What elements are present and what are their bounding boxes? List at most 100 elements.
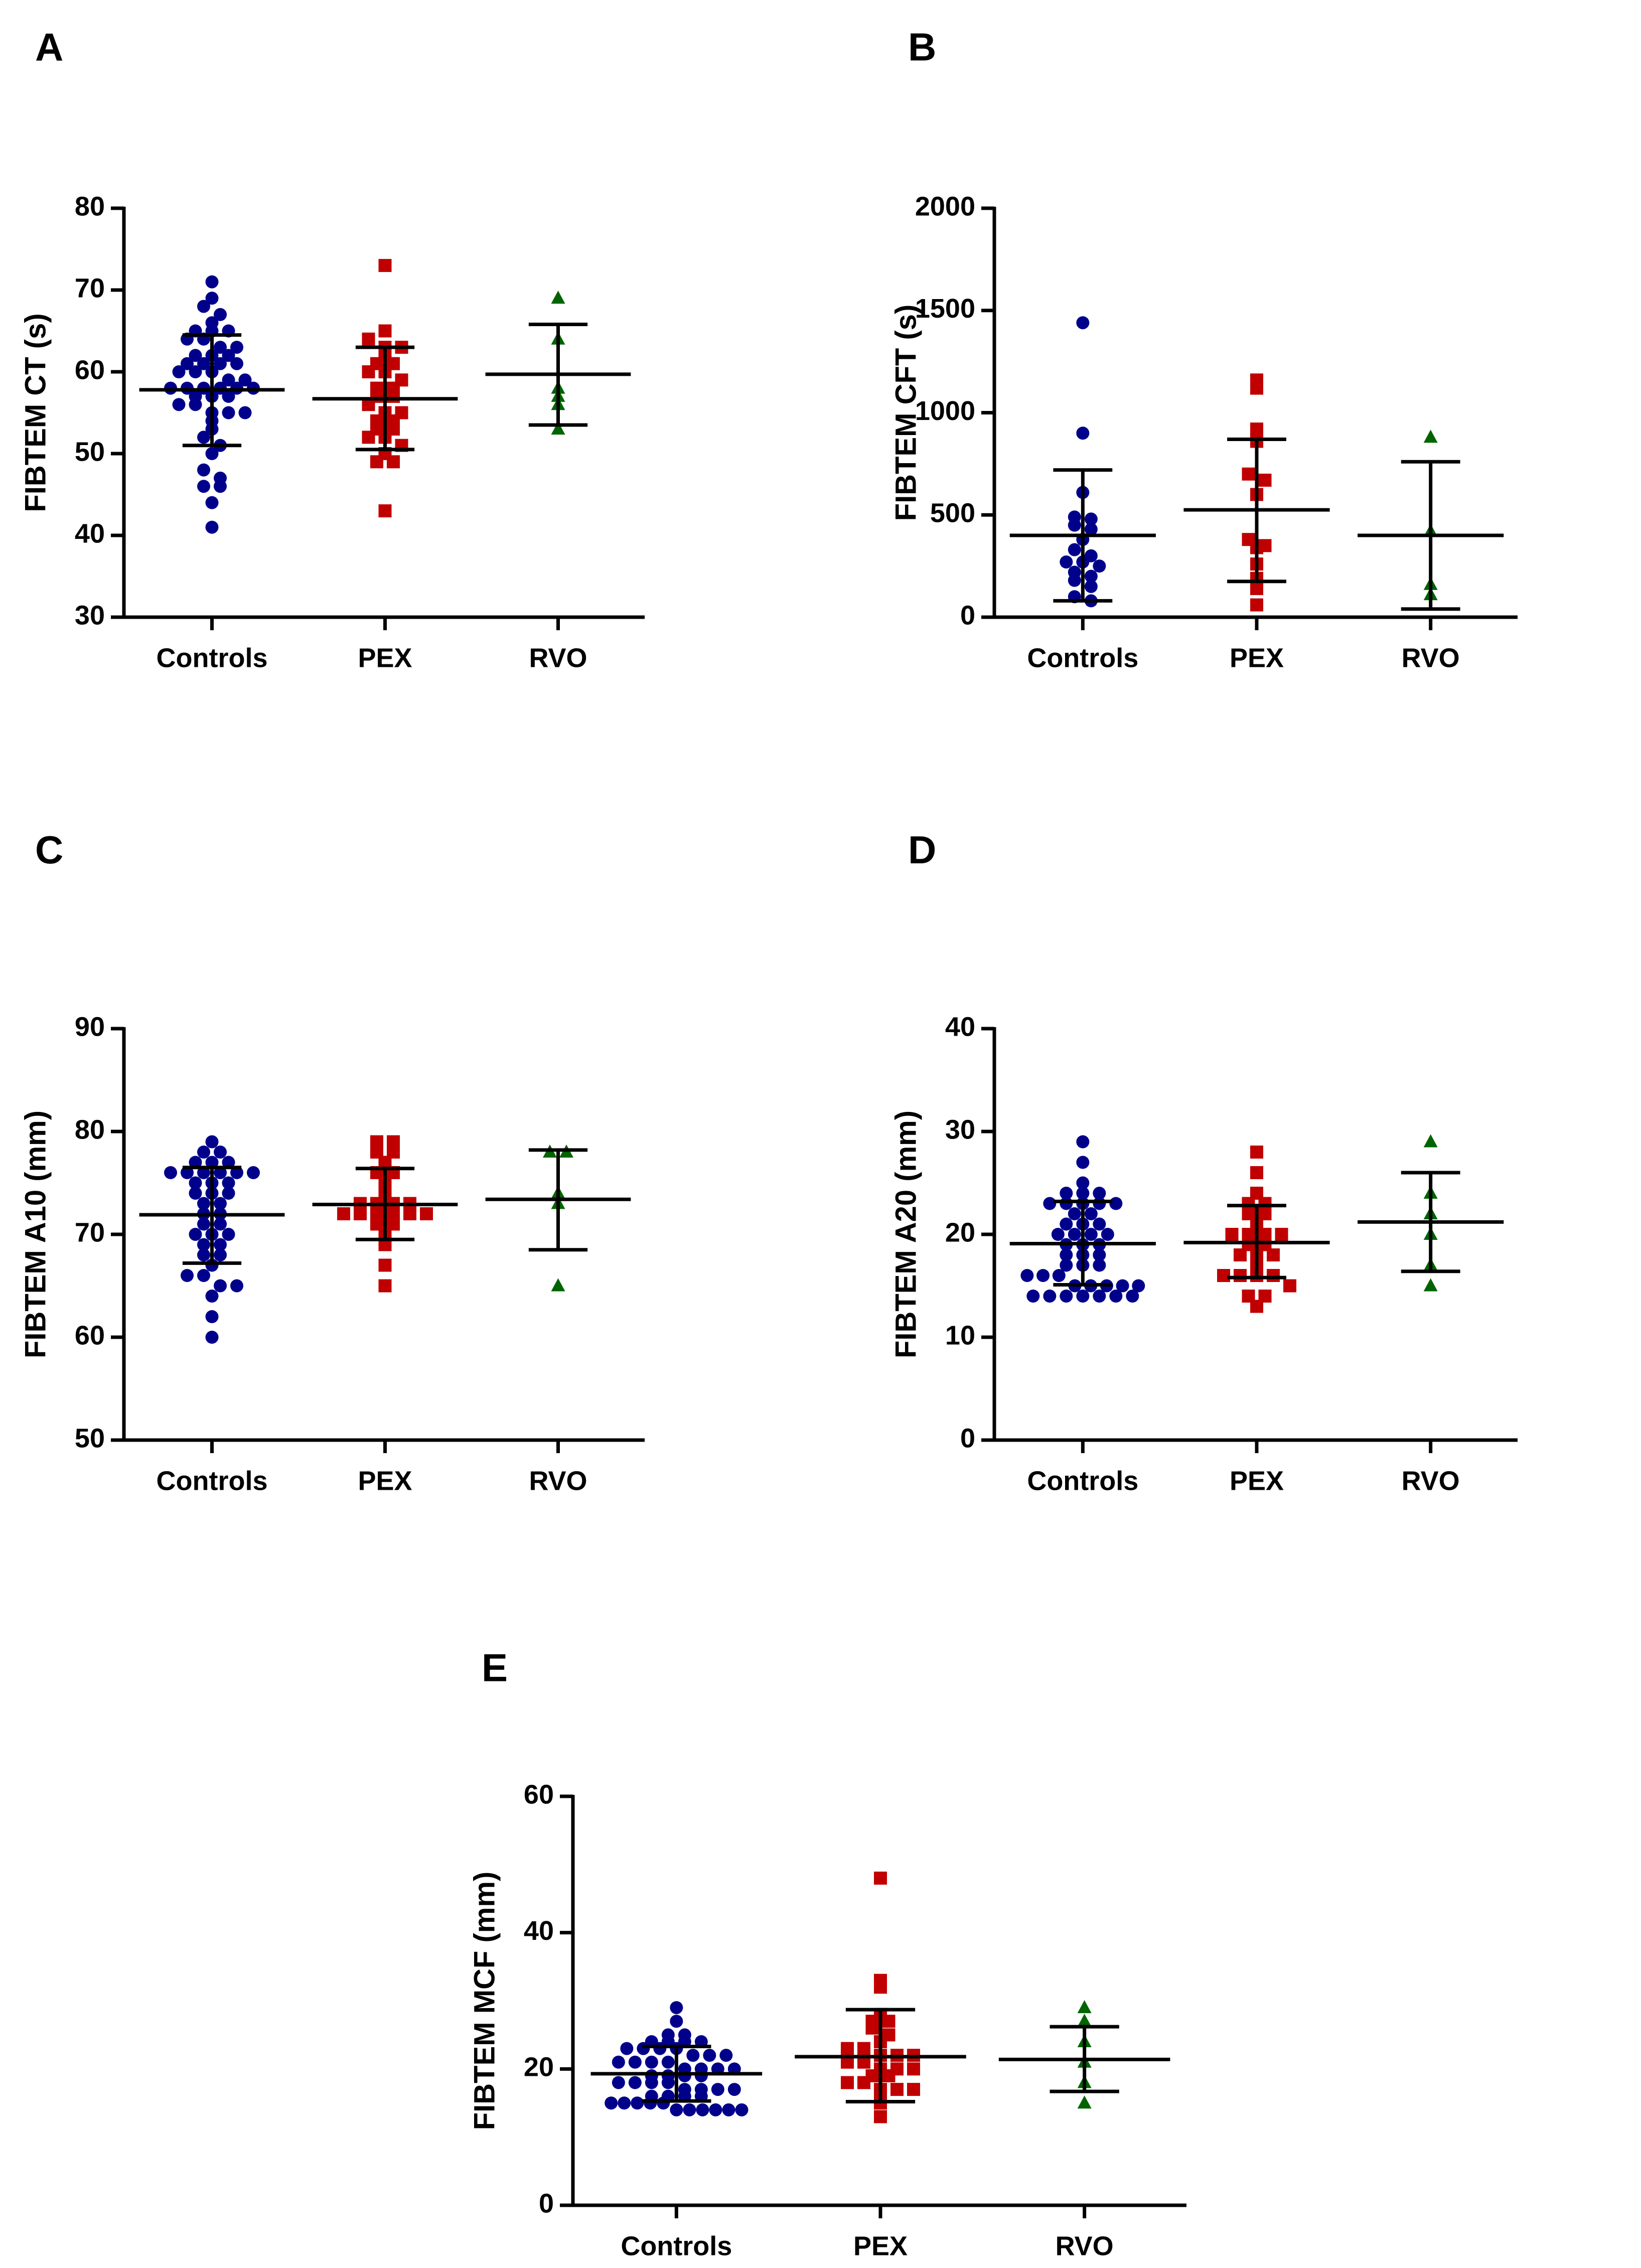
x-tick-label: PEX (1230, 1466, 1284, 1496)
x-tick-label: PEX (853, 2231, 908, 2261)
data-point-controls (1132, 1279, 1145, 1293)
data-point-controls (612, 2055, 625, 2069)
data-point-controls (683, 2103, 696, 2116)
data-point-controls (719, 2049, 733, 2062)
data-point-controls (1043, 1290, 1057, 1303)
data-point-controls (189, 1176, 202, 1190)
data-point-controls (230, 357, 243, 370)
data-point-controls (661, 2055, 675, 2069)
data-point-controls (197, 480, 210, 493)
data-point-controls (1076, 1187, 1090, 1200)
data-point-controls (214, 1197, 227, 1210)
data-point-controls (694, 2069, 708, 2082)
data-point-controls (1060, 1258, 1073, 1272)
y-tick-label: 30 (945, 1114, 975, 1145)
data-point-pex (362, 332, 375, 346)
data-point-pex (907, 2062, 920, 2076)
data-point-pex (882, 2069, 896, 2082)
data-point-controls (205, 275, 219, 289)
panel-c: C 50 60 70 80 90 FIBTEM A10 (mm) Controls PEX RVO (19, 828, 645, 1496)
x-tick-label: Controls (157, 1466, 268, 1496)
data-point-pex (1250, 381, 1263, 395)
data-point-controls (661, 2076, 675, 2089)
data-point-pex (1250, 598, 1263, 612)
data-point-controls (1076, 427, 1090, 440)
data-point-controls (222, 349, 235, 362)
data-point-controls (222, 1187, 235, 1200)
panel-d: D 0 10 20 30 40 FIBTEM A20 (mm) Controls PEX RVO (889, 828, 1518, 1496)
data-point-pex (865, 2021, 879, 2035)
data-point-controls (172, 398, 186, 411)
data-point-controls (618, 2096, 631, 2110)
data-point-pex (890, 2083, 904, 2096)
data-point-pex (1250, 582, 1263, 595)
y-axis-title: FIBTEM CT (s) (19, 313, 52, 512)
data-point-controls (1026, 1290, 1040, 1303)
data-point-pex (1275, 1228, 1288, 1241)
data-point-controls (205, 1290, 219, 1303)
data-point-controls (205, 447, 219, 460)
data-point-controls (1060, 1248, 1073, 1261)
data-point-pex (354, 1207, 367, 1220)
data-point-controls (1036, 1269, 1050, 1282)
data-point-pex (857, 2076, 870, 2089)
data-point-controls (238, 373, 252, 387)
data-point-controls (1068, 518, 1081, 532)
data-point-pex (378, 1279, 392, 1293)
data-point-controls (172, 365, 186, 378)
data-point-controls (1060, 555, 1073, 569)
data-point-controls (222, 1228, 235, 1241)
data-point-controls (686, 2049, 700, 2062)
data-point-controls (1076, 1176, 1090, 1190)
x-tick-label: Controls (621, 2231, 732, 2261)
data-point-controls (189, 1187, 202, 1200)
data-point-controls (1076, 1156, 1090, 1169)
data-point-controls (222, 1156, 235, 1169)
data-point-controls (612, 2076, 625, 2089)
data-point-pex (1258, 473, 1272, 487)
panel-e: E 0 20 40 60 FIBTEM MCF (mm) Controls PEX RVO (468, 1646, 1186, 2261)
data-point-pex (1250, 1166, 1263, 1179)
data-point-controls (711, 2083, 724, 2096)
data-point-pex (1267, 1248, 1280, 1261)
data-point-controls (722, 2103, 735, 2116)
data-point-rvo (1077, 2095, 1092, 2109)
data-point-pex (337, 1207, 350, 1220)
data-point-controls (205, 1156, 219, 1169)
data-point-controls (1051, 1228, 1065, 1241)
data-point-controls (197, 1146, 210, 1159)
data-point-controls (1126, 1290, 1139, 1303)
data-point-pex (1267, 1269, 1280, 1282)
data-point-pex (907, 2083, 920, 2096)
data-point-controls (1084, 512, 1098, 526)
y-tick-label: 80 (75, 1114, 105, 1145)
data-point-rvo (551, 291, 565, 304)
data-point-pex (403, 1207, 416, 1220)
data-point-controls (205, 1310, 219, 1323)
y-axis-title: FIBTEM A10 (mm) (19, 1110, 52, 1358)
y-tick-label: 70 (75, 273, 105, 303)
x-tick-label: RVO (529, 1466, 587, 1496)
data-point-controls (727, 2083, 741, 2096)
data-point-controls (1068, 1228, 1081, 1241)
data-point-pex (874, 1872, 887, 1885)
data-point-pex (420, 1207, 433, 1220)
data-point-controls (1093, 1217, 1106, 1231)
y-tick-label: 60 (524, 1779, 554, 1809)
data-point-controls (1109, 1197, 1123, 1210)
data-point-pex (1250, 422, 1263, 436)
data-point-pex (841, 2042, 854, 2055)
data-point-controls (230, 341, 243, 354)
data-point-rvo (551, 1278, 565, 1292)
data-point-controls (189, 1228, 202, 1241)
data-point-controls (197, 1166, 210, 1179)
data-point-controls (214, 1279, 227, 1293)
panel-a: A 30 40 50 60 70 80 FIBTEM CT (s) Controls PEX RVO (19, 25, 645, 673)
y-tick-label: 0 (539, 2188, 554, 2218)
data-point-controls (645, 2055, 658, 2069)
data-point-controls (214, 341, 227, 354)
data-point-controls (670, 2015, 683, 2028)
data-point-pex (1250, 1146, 1263, 1159)
data-point-pex (370, 455, 383, 469)
data-point-controls (1068, 543, 1081, 556)
